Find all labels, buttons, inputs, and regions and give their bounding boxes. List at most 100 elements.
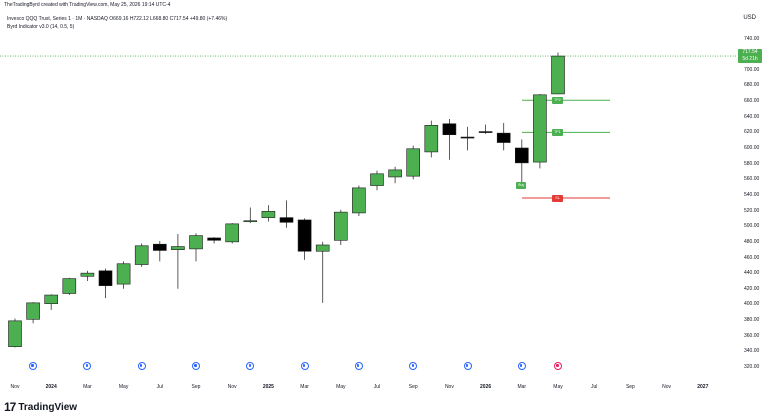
time-label-year: 2026 xyxy=(480,384,492,390)
candle-body xyxy=(533,94,547,163)
price-tick: 540.00 xyxy=(744,191,760,198)
price-tick: 520.00 xyxy=(744,207,760,214)
candle-body xyxy=(279,217,294,223)
candle-body xyxy=(460,136,475,139)
candle-body xyxy=(424,125,439,153)
candle-body xyxy=(478,131,493,133)
candle-body xyxy=(261,211,276,218)
time-label: Jul xyxy=(590,384,598,390)
candle-body xyxy=(98,270,113,286)
dividend-event-icon[interactable] xyxy=(137,362,146,370)
events-row xyxy=(0,360,737,372)
candle-body xyxy=(207,237,221,241)
candle-body xyxy=(496,132,511,143)
dividend-event-icon[interactable] xyxy=(192,362,200,370)
currency-label[interactable]: USD xyxy=(743,15,756,21)
candle-body xyxy=(243,220,258,223)
time-label: Nov xyxy=(227,384,237,390)
chart-legend: Invesco QQQ Trust, Series 1 · 1M · NASDA… xyxy=(7,16,227,31)
time-label: Mar xyxy=(83,384,92,390)
dividend-event-icon[interactable] xyxy=(83,362,92,370)
candle-body xyxy=(442,123,457,136)
time-label-year: 2025 xyxy=(262,384,274,390)
price-tick: 360.00 xyxy=(744,332,760,339)
time-label: Sep xyxy=(191,384,201,390)
price-tick: 660.00 xyxy=(744,98,760,105)
time-label: May xyxy=(336,384,346,390)
dividend-event-icon[interactable] xyxy=(409,362,418,370)
time-label: Sep xyxy=(408,384,418,390)
candle-body xyxy=(26,302,40,320)
candle-body xyxy=(116,263,131,285)
indicator-info[interactable]: Byrd Indicator v3.0 (14, 0.5, 5) xyxy=(7,23,75,30)
time-label: Nov xyxy=(444,384,454,390)
dividend-event-icon[interactable] xyxy=(29,362,38,370)
symbol-info[interactable]: Invesco QQQ Trust, Series 1 · 1M · NASDA… xyxy=(7,16,228,22)
candle-body xyxy=(333,211,348,241)
last-price-value: 717.54 xyxy=(742,49,758,56)
tradingview-logo-icon: 17 xyxy=(4,400,16,414)
candle-body xyxy=(370,173,384,186)
tradingview-logo-text: TradingView xyxy=(18,401,78,413)
price-tick: 560.00 xyxy=(744,176,760,183)
price-tick: 460.00 xyxy=(744,254,760,261)
time-label: Nov xyxy=(10,384,20,390)
time-label-year: 2027 xyxy=(697,384,709,390)
price-tick: 620.00 xyxy=(744,129,760,136)
buy-signal-label: Buy xyxy=(516,182,527,190)
time-axis[interactable]: Nov 2024 Mar May Jul Sep Nov 2025 Mar May Jul Sep No… xyxy=(0,378,737,392)
price-tick: 440.00 xyxy=(744,270,760,277)
price-tick: 700.00 xyxy=(744,66,760,73)
candle-body xyxy=(8,320,22,347)
level-label-sl: SL xyxy=(552,194,563,202)
price-tick: 340.00 xyxy=(744,348,760,355)
price-tick: 400.00 xyxy=(744,301,760,308)
candle-body xyxy=(225,223,239,243)
price-tick: 500.00 xyxy=(744,223,760,230)
dividend-event-icon[interactable] xyxy=(554,362,562,370)
price-tick: 680.00 xyxy=(744,82,760,89)
price-tick: 740.00 xyxy=(744,35,760,42)
bar-countdown: 5d 21h xyxy=(742,55,758,62)
price-tick: 320.00 xyxy=(744,364,760,370)
level-label-tp2: TP2 xyxy=(552,96,563,104)
candle-body xyxy=(514,147,529,164)
candle-body xyxy=(551,55,565,95)
price-tick: 600.00 xyxy=(744,145,760,151)
header-credit: TheTradingByrd created with TradingView.… xyxy=(4,2,171,8)
candle-body xyxy=(134,245,149,265)
time-label: May xyxy=(553,384,563,390)
price-tick: 640.00 xyxy=(744,113,760,120)
time-label-year: 2024 xyxy=(45,384,57,390)
price-tick: 380.00 xyxy=(744,317,760,324)
price-tick: 420.00 xyxy=(744,285,760,292)
dividend-event-icon[interactable] xyxy=(463,362,472,370)
last-price-badge: 717.54 5d 21h xyxy=(738,49,762,64)
time-label: Jul xyxy=(373,384,381,390)
price-tick: 480.00 xyxy=(744,238,760,245)
candle-body xyxy=(189,235,203,250)
time-label: May xyxy=(118,384,129,390)
candle-body xyxy=(62,278,77,294)
candle-body xyxy=(171,246,185,250)
level-label-tp1: TP1 xyxy=(552,128,563,136)
candle-body xyxy=(406,148,421,177)
tradingview-logo[interactable]: 17 TradingView xyxy=(4,400,77,414)
dividend-event-icon[interactable] xyxy=(517,362,526,370)
candle-body xyxy=(297,219,312,252)
candle-body xyxy=(44,294,59,304)
time-label: Nov xyxy=(662,384,672,390)
time-label: Mar xyxy=(517,384,527,390)
dividend-event-icon[interactable] xyxy=(246,362,255,370)
candle-body xyxy=(352,187,366,214)
candle-body xyxy=(315,244,330,252)
price-chart[interactable] xyxy=(0,0,737,378)
time-label: Sep xyxy=(625,384,635,390)
price-tick: 580.00 xyxy=(744,160,760,167)
candle-body xyxy=(153,243,167,251)
candle-body xyxy=(388,169,402,178)
dividend-event-icon[interactable] xyxy=(354,362,363,370)
time-label: Mar xyxy=(300,384,309,390)
time-label: Jul xyxy=(156,384,163,390)
dividend-event-icon[interactable] xyxy=(300,362,309,370)
